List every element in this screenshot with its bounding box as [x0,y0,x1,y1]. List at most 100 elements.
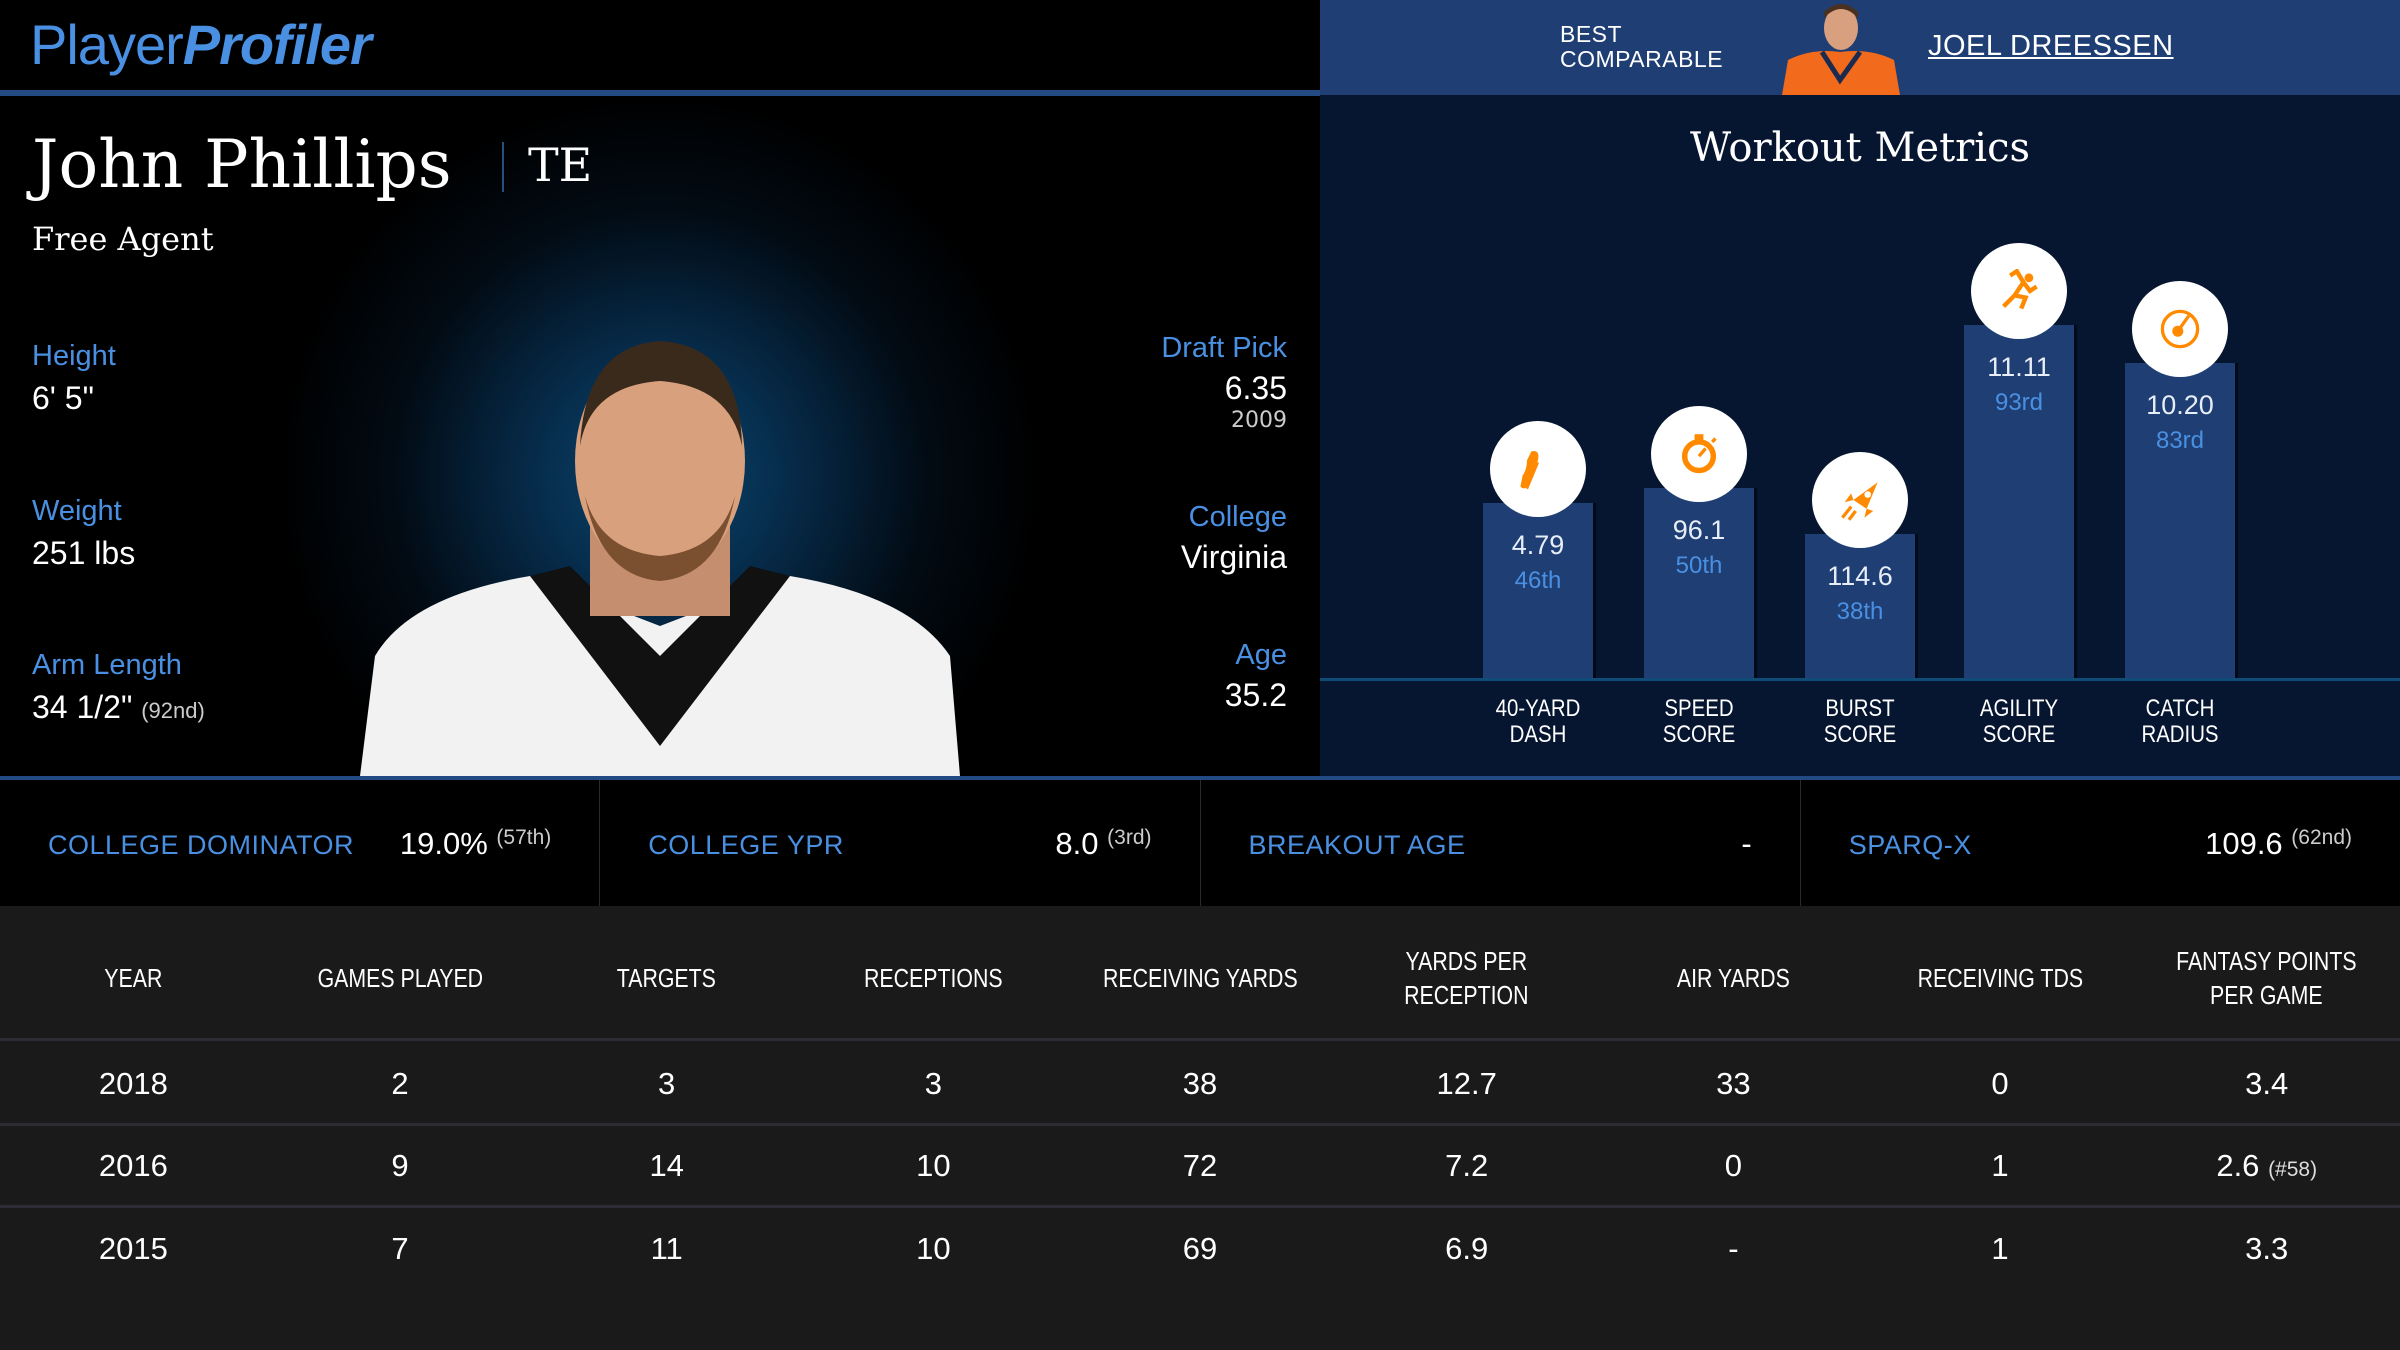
workout-metrics-title: Workout Metrics [1689,125,2031,171]
target-icon [2160,309,2200,348]
table-header-row: YEAR GAMES PLAYED TARGETS RECEPTIONS RECEIVI… [0,918,2400,1041]
table-cell: 0 [1724,1147,1742,1183]
best-comparable-label: BEST COMPARABLE [1560,21,1724,72]
table-cell: 69 [1182,1231,1218,1266]
column-header[interactable]: AIR YARDS [1676,963,1790,993]
table-cell: 10 [916,1147,951,1183]
height-label: Height [32,340,116,372]
receiving-stats-table: YEAR GAMES PLAYED TARGETS RECEPTIONS RECEIVI… [0,906,2400,1350]
weight-value: 251 lbs [32,535,136,571]
workout-value: 4.79 [1511,530,1565,561]
workout-label: 40-YARD DASH [1495,695,1581,748]
table-cell: 7 [391,1231,409,1266]
stat-college-dominator: COLLEGE DOMINATOR 19.0% (57th) [0,780,601,906]
table-cell: 3 [924,1065,942,1101]
workout-bar [1805,533,1915,678]
workout-bar [1964,324,2074,678]
best-comparable-banner: BEST COMPARABLE JOEL DREESSEN [1320,0,2400,95]
column-header[interactable]: YARDS PER RECEPTION [1404,946,1529,1010]
workout-percentile: 50th [1675,552,1723,579]
workout-value: 11.11 [1987,351,2051,382]
player-name: John Phillips [32,126,452,203]
table-cell: 1 [1991,1231,2009,1266]
table-cell: 2016 [98,1147,168,1183]
weight-label: Weight [32,495,122,527]
table-row: 2018 2 3 3 38 12.7 33 0 3.4 [0,1044,2400,1126]
table-cell: 3 [658,1065,676,1101]
column-header[interactable]: FANTASY POINTS PER GAME [2176,946,2357,1010]
player-team: Free Agent [32,220,214,258]
column-header[interactable]: GAMES PLAYED [317,963,483,993]
college-label: College [1188,501,1287,533]
stat-breakout-age: BREAKOUT AGE - [1201,780,1801,906]
bars-baseline [1320,678,2400,681]
column-header[interactable]: YEAR [104,963,163,993]
rocket-icon [1841,481,1878,521]
table-cell: 2 [391,1065,409,1101]
workout-bar [1644,488,1754,678]
logo[interactable]: PlayerProfiler [30,13,372,76]
table-row: 2015 7 11 10 69 6.9 - 1 3.3 [0,1208,2400,1290]
table-cell: 2018 [98,1065,168,1101]
table-cell: 9 [391,1147,409,1183]
stat-sparq-x: SPARQ-X 109.6 (62nd) [1848,826,2352,861]
table-cell: 10 [916,1231,951,1266]
college-stats-bar: COLLEGE DOMINATOR 19.0% (57th) COLLEGE YP… [0,776,2400,906]
table-cell: 14 [649,1147,684,1183]
workout-percentile: 93rd [1994,388,2044,416]
workout-icon-circle [1971,242,2067,339]
comparable-player-photo [1782,4,1900,95]
workout-value: 10.20 [2146,389,2214,420]
column-header[interactable]: RECEPTIONS [864,963,1003,993]
player-position: TE [528,138,593,192]
column-header[interactable]: TARGETS [617,963,717,993]
workout-label: CATCH RADIUS [2141,695,2219,748]
height-value: 6' 5" [32,380,94,416]
table-cell: - [1728,1231,1739,1266]
workout-label: SPEED SCORE [1662,695,1736,748]
workout-percentile: 46th [1514,567,1562,595]
table-cell: 0 [1991,1065,2009,1101]
header-divider [0,90,1320,96]
table-cell: 33 [1716,1065,1751,1101]
age-value: 35.2 [1224,677,1287,713]
draft-pick-label: Draft Pick [1161,332,1287,364]
table-cell: 7.2 [1445,1147,1489,1183]
player-photo [360,341,960,776]
table-cell: 1 [1991,1147,2009,1183]
name-divider [502,142,504,192]
table-cell: 72 [1182,1147,1218,1183]
table-cell: 12.7 [1436,1065,1497,1101]
workout-icon-circle [1812,451,1908,548]
player-hero: John Phillips TE Free Agent Height 6' 5"… [0,96,1320,776]
column-header[interactable]: RECEIVING TDS [1917,963,2083,993]
shoe-icon [1520,451,1540,490]
arm-length-value: 34 1/2" (92nd) [32,689,205,725]
stat-college-ypr: COLLEGE YPR 8.0 (3rd) [600,780,1201,906]
draft-year: 2009 [1231,408,1287,433]
workout-label: BURST SCORE [1823,695,1897,748]
table-cell: 2.6 (#58) [2216,1147,2318,1183]
draft-pick-value: 6.35 [1224,370,1287,406]
runner-icon [2002,268,2038,310]
stopwatch-icon [1681,434,1717,474]
workout-icon-circle [2132,280,2228,377]
header: PlayerProfiler [0,0,1320,92]
column-header[interactable]: RECEIVING YARDS [1102,963,1298,993]
table-cell: 6.9 [1445,1231,1489,1266]
workout-icon-circle [1490,421,1586,518]
workout-bar [2125,362,2235,678]
age-label: Age [1235,639,1287,671]
workout-percentile: 83rd [2155,426,2205,454]
table-cell: 2015 [98,1231,168,1266]
workout-icon-circle [1651,406,1747,502]
table-cell: 11 [650,1231,683,1266]
workout-metrics-panel: Workout Metrics 4.79 46th 40-YARD DASH 96.1 5… [1320,95,2400,776]
workout-label: AGILITY SCORE [1979,695,2059,748]
table-cell: 38 [1182,1065,1218,1101]
best-comparable-link[interactable]: JOEL DREESSEN [1928,30,2174,62]
workout-bar [1483,503,1593,678]
workout-percentile: 38th [1836,597,1884,625]
table-cell: 3.3 [2245,1231,2289,1266]
workout-value: 114.6 [1827,560,1893,591]
